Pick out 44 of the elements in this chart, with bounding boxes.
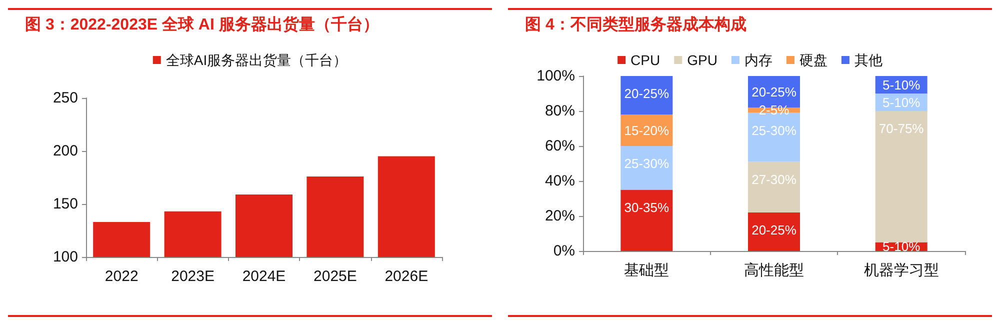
x-tick-label: 2024E [242, 268, 286, 285]
annotation: 5-10% [882, 77, 921, 92]
annotation: 20-25% [752, 222, 797, 238]
bar [620, 190, 673, 251]
legend-label: 硬盘 [799, 52, 828, 68]
x-tick-label: 基础型 [624, 262, 670, 279]
x-tick-label: 高性能型 [744, 262, 804, 279]
annotation: 25-30% [752, 122, 797, 138]
chart-title: 图 3：2022-2023E 全球 AI 服务器出货量（千台） [25, 16, 379, 34]
y-tick-label: 80% [544, 102, 575, 120]
legend-label: GPU [687, 52, 718, 68]
y-tick-label: 40% [544, 172, 575, 190]
annotation: 20-25% [624, 86, 670, 101]
y-tick-label: 200 [52, 142, 78, 160]
y-tick-label: 20% [544, 208, 575, 224]
annotation: 70-75% [878, 121, 924, 136]
y-tick-label: 150 [52, 196, 78, 212]
legend-label: 其他 [854, 52, 882, 68]
bar [748, 212, 800, 251]
annotation: 20-25% [752, 84, 797, 100]
y-tick-label: 100% [536, 68, 575, 84]
annotation: 27-30% [752, 172, 797, 187]
x-tick-label: 机器学习型 [864, 262, 939, 279]
annotation: 15-20% [624, 122, 670, 138]
x-tick-label: 2023E [171, 268, 214, 285]
annotation: 30-35% [624, 200, 670, 215]
chart-title: 图 4：不同类型服务器成本构成 [525, 16, 746, 34]
y-tick-label: 100 [52, 248, 78, 266]
y-tick-label: 60% [544, 138, 575, 154]
x-tick-label: 2026E [384, 268, 428, 285]
bar [875, 111, 928, 242]
annotation: 5-10% [882, 239, 921, 254]
legend-label: 内存 [744, 52, 772, 68]
bar [748, 162, 800, 212]
annotation: 25-30% [624, 156, 670, 171]
annotation: 5-10% [882, 94, 921, 110]
bar [620, 146, 673, 190]
bar [620, 76, 673, 114]
legend-label: CPU [630, 52, 660, 68]
y-tick-label: 250 [52, 90, 78, 106]
y-tick-label: 0% [553, 242, 575, 260]
legend-label: 全球AI服务器出货量（千台） [166, 52, 348, 68]
x-tick-label: 2025E [314, 268, 357, 285]
x-tick-label: 2022 [104, 268, 138, 285]
